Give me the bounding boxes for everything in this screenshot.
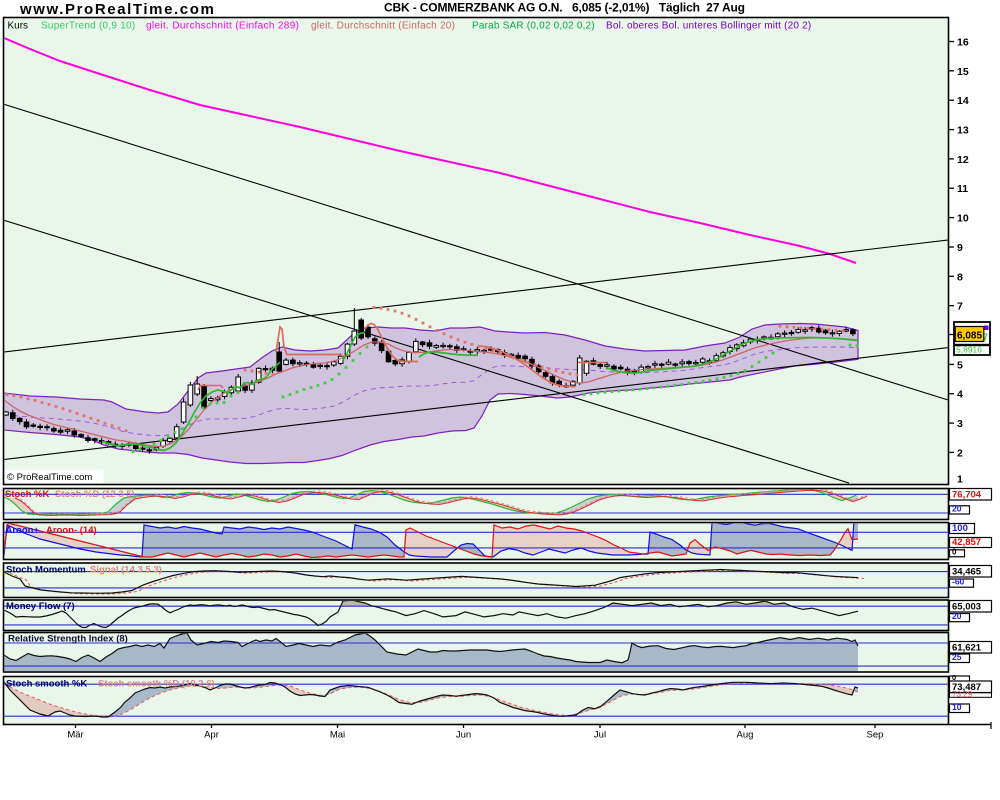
svg-text:73,29: 73,29 [952,690,973,699]
svg-text:8: 8 [957,271,963,283]
svg-text:15: 15 [957,66,969,78]
svg-text:Kurs: Kurs [8,21,29,32]
svg-text:www.ProRealTime.com: www.ProRealTime.com [19,1,215,18]
svg-text:20: 20 [952,504,962,514]
svg-text:0: 0 [952,547,957,556]
svg-text:10: 10 [957,213,969,225]
svg-text:10: 10 [952,702,962,712]
svg-text:Signal (14 3 5 3): Signal (14 3 5 3) [90,565,162,576]
svg-text:Money Flow (7): Money Flow (7) [6,601,75,612]
svg-text:gleit. Durchschnitt (Einfach 2: gleit. Durchschnitt (Einfach 20) [311,21,455,32]
svg-text:Aug: Aug [737,730,754,741]
svg-text:7: 7 [983,332,988,342]
svg-text:Aroon- (14): Aroon- (14) [46,525,97,536]
svg-text:34,465: 34,465 [952,567,982,578]
svg-text:Bol. oberes Bol. unteres Bolli: Bol. oberes Bol. unteres Bollinger mitt … [606,21,811,32]
svg-text:7: 7 [957,301,963,313]
svg-text:2: 2 [957,447,963,459]
svg-text:6,085: 6,085 [957,331,982,342]
svg-text:Sep: Sep [867,730,884,741]
svg-text:14: 14 [957,95,969,107]
svg-text:CBK - COMMERZBANK AG O.N. 6,: CBK - COMMERZBANK AG O.N. 6,085 (-2,01%)… [384,1,745,15]
svg-text:12: 12 [957,154,969,166]
svg-text:Parab SAR (0,02 0,02 0,2): Parab SAR (0,02 0,02 0,2) [472,21,595,32]
svg-text:4: 4 [957,389,963,401]
svg-text:76,704: 76,704 [952,490,982,501]
svg-text:Jul: Jul [594,730,606,741]
svg-text:Apr: Apr [204,730,219,741]
svg-text:20: 20 [952,611,962,621]
svg-text:25: 25 [952,652,962,662]
svg-text:13: 13 [957,125,969,137]
svg-text:Mai: Mai [330,730,345,741]
svg-text:1: 1 [957,474,963,486]
svg-text:5,8916: 5,8916 [956,345,982,355]
svg-text:Stoch Momentum: Stoch Momentum [6,565,86,576]
svg-text:Stoch smooth %K: Stoch smooth %K [6,678,87,689]
svg-text:-60: -60 [952,577,965,587]
svg-text:3: 3 [957,418,963,430]
svg-text:Stoch smooth %D (10 2 6): Stoch smooth %D (10 2 6) [98,678,215,689]
svg-text:100: 100 [952,523,968,534]
svg-text:Stoch %D (12 3 5): Stoch %D (12 3 5) [55,489,135,500]
svg-text:9: 9 [957,242,963,254]
svg-text:5: 5 [957,359,963,371]
svg-text:Relative Strength Index (8): Relative Strength Index (8) [8,633,128,644]
svg-text:16: 16 [957,37,969,49]
svg-text:Jun: Jun [456,730,471,741]
svg-text:© ProRealTime.com: © ProRealTime.com [7,472,92,483]
svg-text:61,621: 61,621 [952,643,982,654]
svg-text:73,487: 73,487 [952,682,981,693]
svg-text:Stoch %K: Stoch %K [5,489,49,500]
svg-text:gleit. Durchschnitt (Einfach 2: gleit. Durchschnitt (Einfach 289) [146,21,299,32]
svg-text:SuperTrend (0,9 10): SuperTrend (0,9 10) [41,21,135,32]
svg-text:Mär: Mär [67,730,83,741]
svg-text:Aroon+: Aroon+ [6,525,40,536]
svg-text:11: 11 [957,183,968,195]
svg-text:42,857: 42,857 [952,537,981,548]
svg-text:0: 0 [952,673,956,682]
svg-text:65,003: 65,003 [952,602,981,613]
